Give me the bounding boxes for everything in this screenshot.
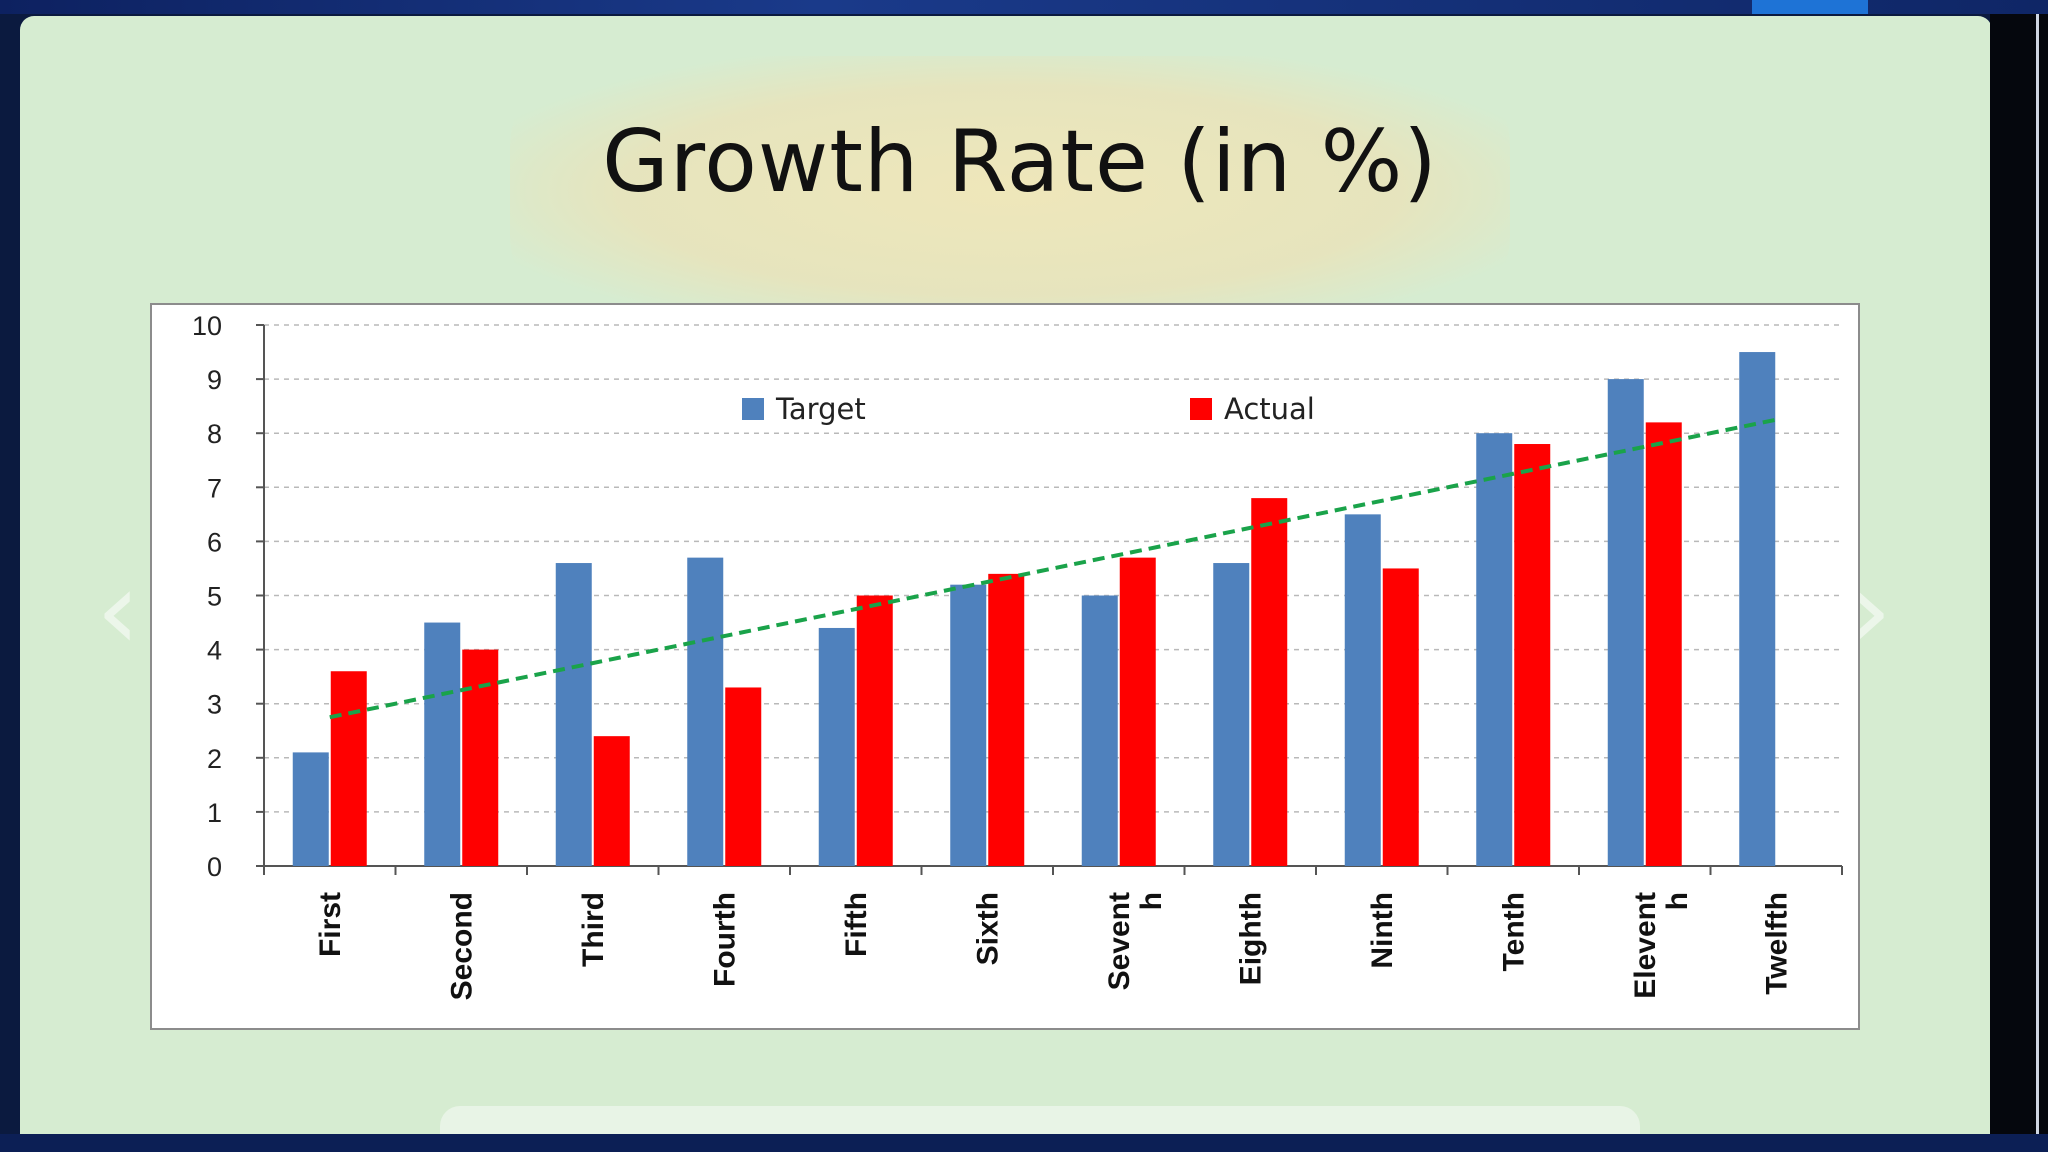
x-category-label: First <box>314 892 347 957</box>
bar-actual <box>1645 422 1682 866</box>
y-tick-label: 5 <box>207 582 222 612</box>
bar-actual <box>462 649 499 866</box>
background-logo-watermark <box>510 56 1510 326</box>
y-tick-label: 6 <box>207 527 222 557</box>
trendline <box>329 417 1777 720</box>
background-text-watermark <box>440 1106 1640 1134</box>
x-category-label: Ninth <box>1366 892 1399 969</box>
y-tick-label: 7 <box>207 473 222 503</box>
bar-actual <box>593 736 630 866</box>
x-category-label: Fifth <box>840 892 873 957</box>
bar-target <box>1607 379 1644 866</box>
bottom-bar <box>0 1134 2048 1152</box>
bar-target <box>818 627 855 866</box>
legend-label-target: Target <box>775 392 866 426</box>
legend-label-actual: Actual <box>1224 392 1315 426</box>
chart-frame: 0 1 2 3 4 5 6 7 8 9 10 First Second Third Fourth Fifth S… <box>150 303 1860 1030</box>
bar-target <box>1739 352 1776 866</box>
bar-actual <box>856 595 893 866</box>
y-tick-label: 3 <box>207 690 222 720</box>
top-bar <box>0 0 2048 14</box>
bar-target <box>950 584 987 866</box>
x-category-label: Fourth <box>708 892 741 987</box>
y-tick-label: 9 <box>207 365 222 395</box>
bar-target <box>1081 595 1118 866</box>
x-category-label: Elevent <box>1629 892 1662 999</box>
bar-target <box>292 752 329 866</box>
x-category-label: Second <box>445 892 478 1000</box>
bar-actual <box>1382 568 1419 866</box>
bar-target <box>1213 563 1250 866</box>
bar-target <box>1476 433 1513 866</box>
x-category-label: h <box>1661 892 1694 910</box>
x-category-label: Twelfth <box>1760 892 1793 995</box>
x-category-label: Eighth <box>1234 892 1267 985</box>
bar-target <box>687 557 724 866</box>
legend-swatch-actual <box>1190 398 1212 420</box>
bar-actual <box>1251 498 1288 866</box>
y-tick-label: 1 <box>207 798 222 828</box>
bar-actual <box>1514 444 1551 866</box>
right-edge-scrollbar[interactable] <box>2036 14 2039 1140</box>
bar-chart: 0 1 2 3 4 5 6 7 8 9 10 First Second Third Fourth Fifth S… <box>192 311 1843 1000</box>
y-tick-label: 8 <box>207 419 222 449</box>
previous-slide-arrow-icon[interactable]: ‹ <box>96 546 140 674</box>
bar-target <box>555 563 592 866</box>
legend-swatch-target <box>742 398 764 420</box>
right-edge-panel <box>1990 14 2048 1140</box>
x-category-label: Third <box>577 892 610 967</box>
slide-title: Growth Rate (in %) <box>602 112 1438 212</box>
bar-actual <box>988 573 1025 866</box>
x-category-label: h <box>1135 892 1168 910</box>
x-category-label: Tenth <box>1497 892 1530 971</box>
y-tick-label: 2 <box>207 744 222 774</box>
top-bar-accent <box>1752 0 1868 14</box>
y-tick-label: 0 <box>207 852 222 882</box>
x-category-label: Sevent <box>1103 892 1136 990</box>
bar-actual <box>330 671 367 866</box>
y-tick-label: 4 <box>207 636 222 666</box>
bar-target <box>1344 514 1381 866</box>
bar-target <box>424 622 461 866</box>
y-tick-label: 10 <box>192 311 222 341</box>
bar-actual <box>1119 557 1156 866</box>
bar-actual <box>725 687 762 866</box>
x-category-label: Sixth <box>971 892 1004 965</box>
